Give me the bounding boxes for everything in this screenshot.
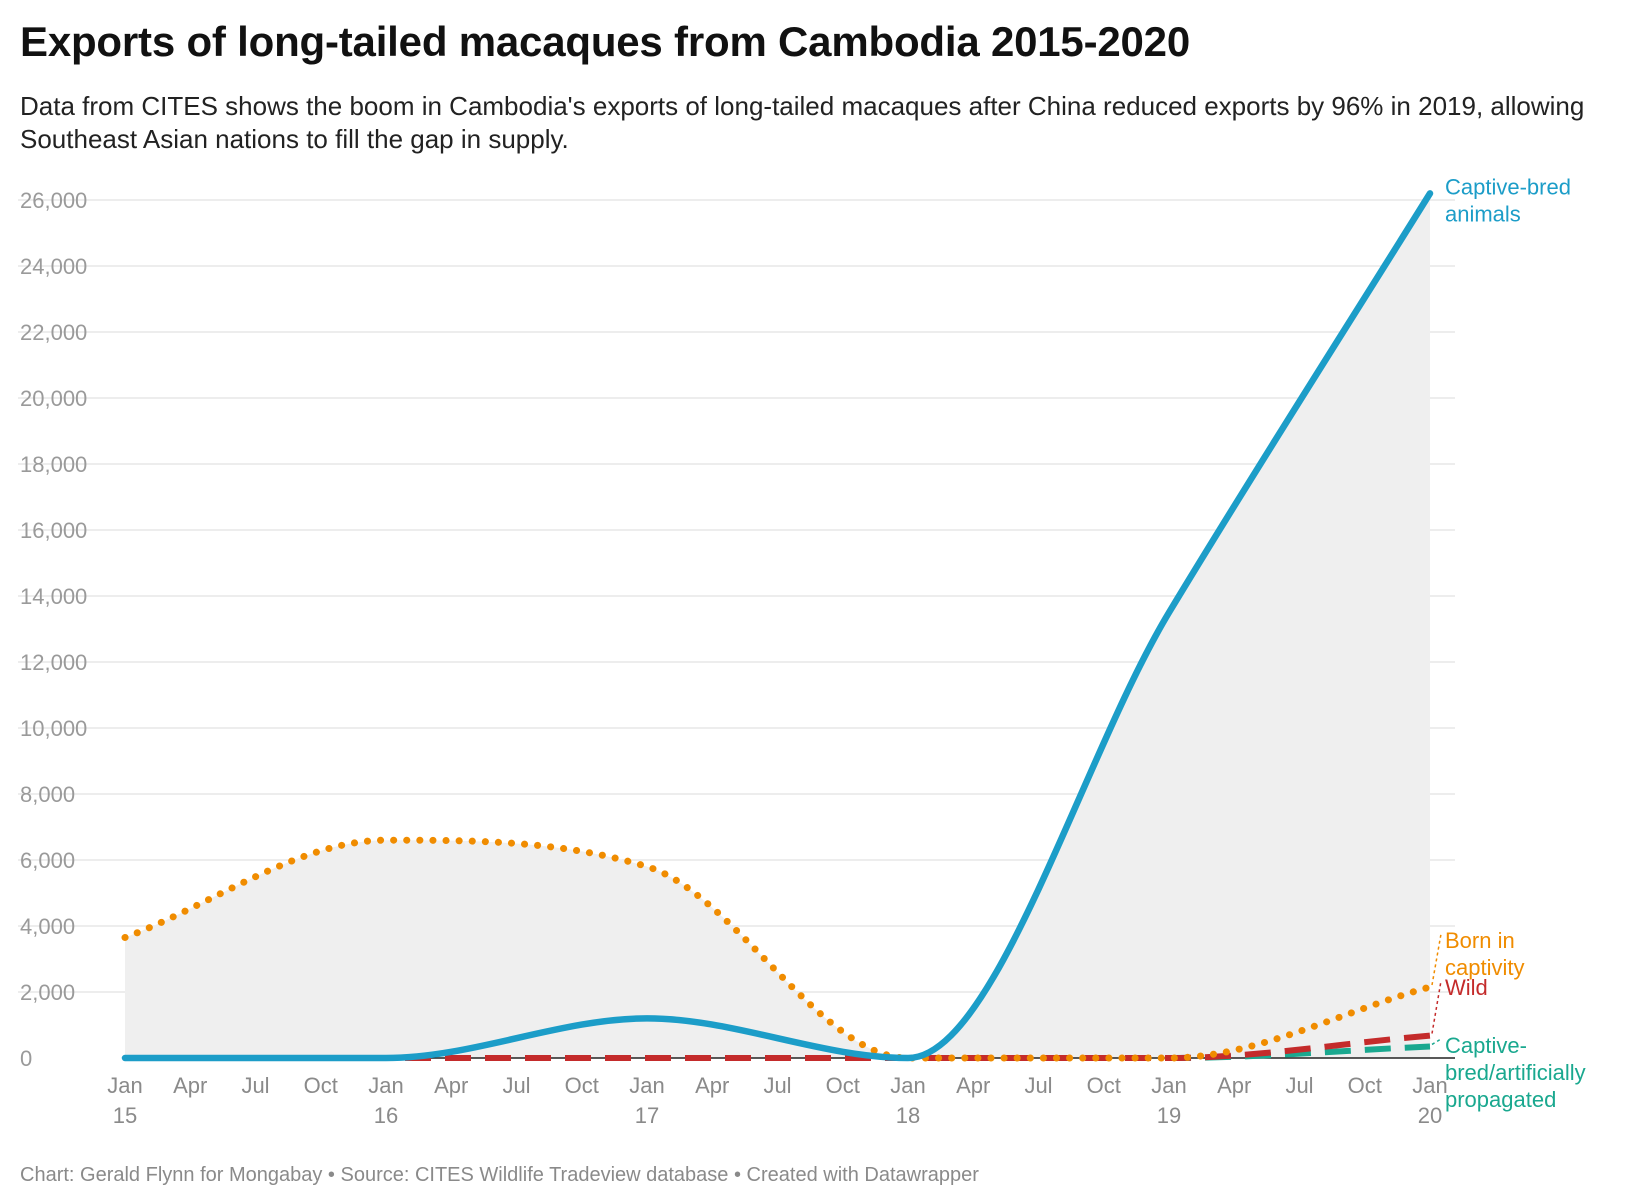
x-tick-label: Jul bbox=[502, 1073, 530, 1098]
x-tick-label: Jul bbox=[241, 1073, 269, 1098]
x-tick-label: Oct bbox=[826, 1073, 860, 1098]
y-tick-label: 0 bbox=[20, 1046, 32, 1071]
series-label-3-line-0: Captive- bbox=[1445, 1033, 1527, 1058]
x-tick-year-label: 17 bbox=[635, 1103, 659, 1128]
x-tick-label: Apr bbox=[1217, 1073, 1251, 1098]
series-label-1-line-0: Born in bbox=[1445, 928, 1515, 953]
chart-subtitle: Data from CITES shows the boom in Cambod… bbox=[20, 91, 1585, 154]
series-label-0-line-0: Captive-bred bbox=[1445, 174, 1571, 199]
x-tick-label: Jul bbox=[763, 1073, 791, 1098]
y-tick-label: 10,000 bbox=[20, 716, 87, 741]
series-label-1-line-1: captivity bbox=[1445, 955, 1524, 980]
x-tick-year-label: 19 bbox=[1157, 1103, 1181, 1128]
series-line-wild bbox=[125, 1032, 1431, 1061]
y-tick-label: 18,000 bbox=[20, 452, 87, 477]
y-tick-label: 26,000 bbox=[20, 188, 87, 213]
x-tick-label: Jan bbox=[629, 1073, 664, 1098]
x-axis-ticks: Jan 15 Apr Jul Oct Jan 16 Apr Jul Oct Jan 17 Apr Jul O… bbox=[107, 1073, 1447, 1128]
x-tick-label: Jan bbox=[368, 1073, 403, 1098]
chart-footer: Chart: Gerald Flynn for Mongabay • Sourc… bbox=[20, 1164, 979, 1186]
x-tick-label: Jan bbox=[107, 1073, 142, 1098]
series-label-connector bbox=[1431, 933, 1442, 986]
series-label-0-line-1: animals bbox=[1445, 201, 1521, 226]
y-tick-label: 12,000 bbox=[20, 650, 87, 675]
x-tick-label: Apr bbox=[695, 1073, 729, 1098]
x-tick-label: Oct bbox=[1087, 1073, 1121, 1098]
y-tick-label: 2,000 bbox=[20, 980, 75, 1005]
y-tick-label: 20,000 bbox=[20, 386, 87, 411]
area-fill-path bbox=[125, 193, 1430, 1058]
x-tick-label: Jul bbox=[1285, 1073, 1313, 1098]
series-label-3-line-1: bred/artificially bbox=[1445, 1060, 1586, 1085]
y-tick-label: 4,000 bbox=[20, 914, 75, 939]
y-tick-label: 6,000 bbox=[20, 848, 75, 873]
series-lines bbox=[121, 190, 1434, 1062]
x-tick-label: Oct bbox=[304, 1073, 338, 1098]
x-tick-label: Oct bbox=[565, 1073, 599, 1098]
y-tick-label: 24,000 bbox=[20, 254, 87, 279]
x-tick-label: Apr bbox=[956, 1073, 990, 1098]
x-tick-year-label: 15 bbox=[113, 1103, 137, 1128]
series-line-captive-bred-animals bbox=[121, 190, 1434, 1062]
series-label-3-line-2: propagated bbox=[1445, 1087, 1556, 1112]
x-tick-year-label: 18 bbox=[896, 1103, 920, 1128]
y-tick-label: 22,000 bbox=[20, 320, 87, 345]
y-axis-ticks: 0 2,000 4,000 6,000 8,000 10,000 12,000 14,000 1… bbox=[20, 188, 87, 1071]
series-label-2-line-0: Wild bbox=[1445, 975, 1488, 1000]
series-label-connector bbox=[1431, 1038, 1442, 1046]
x-tick-label: Jan bbox=[1412, 1073, 1447, 1098]
x-tick-label: Jan bbox=[890, 1073, 925, 1098]
x-tick-label: Apr bbox=[173, 1073, 207, 1098]
x-tick-label: Jul bbox=[1024, 1073, 1052, 1098]
x-tick-label: Oct bbox=[1348, 1073, 1382, 1098]
x-tick-label: Apr bbox=[434, 1073, 468, 1098]
y-tick-label: 8,000 bbox=[20, 782, 75, 807]
x-tick-year-label: 16 bbox=[374, 1103, 398, 1128]
x-tick-label: Jan bbox=[1151, 1073, 1186, 1098]
series-label-connector bbox=[1431, 980, 1442, 1034]
y-tick-label: 16,000 bbox=[20, 518, 87, 543]
y-tick-label: 14,000 bbox=[20, 584, 87, 609]
area-fill bbox=[125, 193, 1430, 1058]
chart-title: Exports of long-tailed macaques from Cam… bbox=[20, 18, 1191, 65]
x-tick-year-label: 20 bbox=[1418, 1103, 1442, 1128]
